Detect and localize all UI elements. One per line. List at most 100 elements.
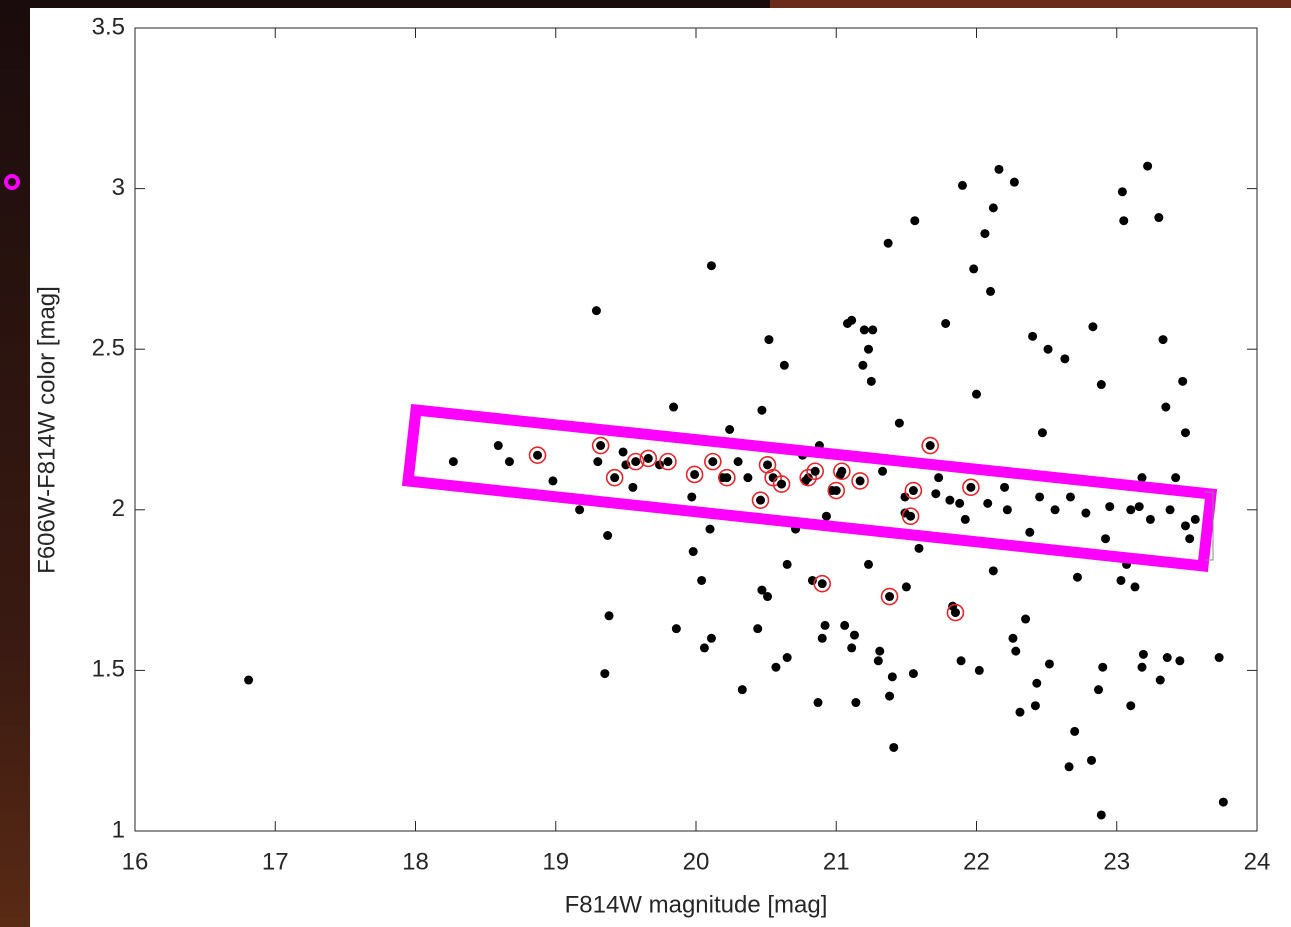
point bbox=[885, 691, 895, 701]
point bbox=[591, 306, 601, 316]
point bbox=[1081, 508, 1091, 518]
point bbox=[705, 524, 715, 534]
x-tick-label: 23 bbox=[1103, 848, 1130, 875]
x-axis-label: F814W magnitude [mag] bbox=[565, 891, 828, 918]
x-tick-label: 21 bbox=[823, 848, 850, 875]
point bbox=[945, 495, 955, 505]
point bbox=[1015, 707, 1025, 717]
point bbox=[931, 489, 941, 499]
point bbox=[1134, 502, 1144, 512]
point-dot bbox=[596, 441, 606, 451]
top-strip bbox=[770, 0, 1291, 10]
point-ring bbox=[718, 468, 736, 487]
y-tick-label: 3.5 bbox=[92, 13, 125, 40]
point bbox=[1096, 380, 1106, 390]
x-tick-label: 20 bbox=[683, 848, 710, 875]
circled-point bbox=[659, 452, 677, 471]
point bbox=[883, 238, 893, 248]
point bbox=[1035, 492, 1045, 502]
point bbox=[1000, 482, 1010, 492]
point bbox=[1064, 762, 1074, 772]
point bbox=[737, 685, 747, 695]
point bbox=[969, 264, 979, 274]
point bbox=[671, 624, 681, 634]
box-edge bbox=[1205, 491, 1214, 561]
point bbox=[1030, 701, 1040, 711]
circled-point bbox=[904, 481, 923, 500]
point bbox=[878, 466, 888, 476]
point-ring bbox=[833, 462, 851, 481]
point-dot bbox=[722, 473, 732, 483]
point bbox=[873, 656, 883, 666]
point bbox=[669, 402, 679, 412]
point-ring bbox=[901, 507, 920, 526]
circled-point bbox=[851, 472, 869, 490]
point-ring bbox=[851, 472, 869, 490]
point-ring bbox=[626, 452, 645, 471]
point bbox=[1002, 505, 1012, 515]
circled-point bbox=[806, 462, 825, 481]
point bbox=[901, 582, 911, 592]
point bbox=[875, 646, 885, 656]
point bbox=[994, 164, 1004, 174]
point bbox=[1060, 354, 1070, 364]
point-dot bbox=[906, 511, 916, 521]
point bbox=[1025, 527, 1035, 537]
point-dot bbox=[533, 450, 543, 460]
point-ring bbox=[921, 436, 940, 455]
circled-point bbox=[772, 475, 791, 493]
point-ring bbox=[880, 587, 899, 606]
point bbox=[575, 505, 585, 515]
point bbox=[548, 476, 558, 486]
point bbox=[1138, 649, 1148, 659]
circled-point bbox=[799, 468, 818, 487]
point bbox=[817, 633, 827, 643]
point bbox=[1098, 662, 1108, 672]
point bbox=[934, 473, 944, 483]
point-dot bbox=[908, 486, 918, 496]
point-dot bbox=[690, 469, 700, 479]
selection-box bbox=[401, 403, 1218, 573]
point bbox=[771, 662, 781, 672]
point-ring bbox=[685, 465, 704, 484]
x-tick-label: 16 bbox=[122, 848, 149, 875]
point-ring bbox=[962, 478, 980, 497]
point bbox=[986, 286, 996, 296]
point bbox=[782, 559, 792, 569]
point-dot bbox=[810, 466, 820, 476]
point-ring bbox=[806, 462, 825, 481]
point-ring bbox=[659, 452, 677, 471]
point bbox=[910, 216, 920, 226]
circled-point bbox=[528, 446, 547, 464]
circled-point bbox=[921, 436, 940, 455]
point-dot bbox=[663, 457, 673, 467]
axes: 16 17 18 19 20 21 22 23 24 1 1.5 2 2.5 3 3.5 bbox=[92, 13, 1271, 875]
point bbox=[820, 620, 830, 630]
point bbox=[618, 447, 628, 457]
point bbox=[1155, 675, 1165, 685]
circled-point bbox=[626, 452, 645, 471]
point bbox=[604, 611, 614, 621]
point bbox=[757, 405, 767, 415]
point bbox=[743, 473, 753, 483]
point bbox=[1021, 614, 1031, 624]
point bbox=[753, 624, 763, 634]
point bbox=[983, 498, 993, 508]
point bbox=[840, 620, 850, 630]
point bbox=[1162, 653, 1172, 663]
point bbox=[1070, 726, 1080, 736]
circled-point bbox=[962, 478, 980, 497]
point bbox=[1145, 514, 1155, 524]
point bbox=[864, 344, 874, 354]
point bbox=[914, 543, 924, 553]
point bbox=[493, 441, 503, 451]
point bbox=[1101, 534, 1111, 544]
point bbox=[1180, 521, 1190, 531]
point bbox=[1137, 662, 1147, 672]
point bbox=[847, 643, 857, 653]
point bbox=[1178, 376, 1188, 386]
point bbox=[847, 315, 857, 325]
point bbox=[1161, 402, 1171, 412]
point bbox=[1087, 755, 1097, 765]
circled-point bbox=[639, 449, 658, 468]
